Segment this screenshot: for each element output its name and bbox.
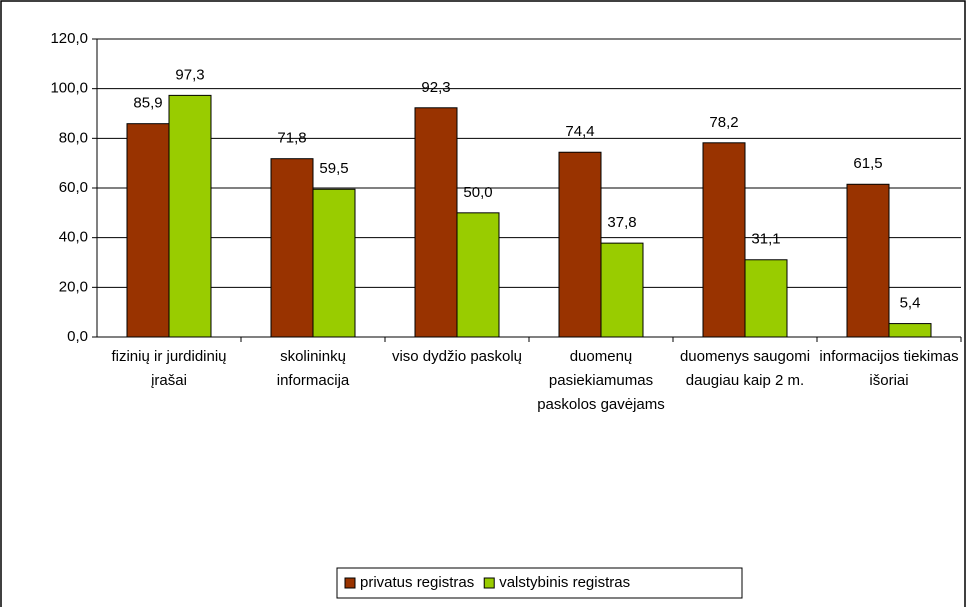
bar <box>558 151 602 338</box>
bar <box>168 94 212 338</box>
legend-swatch <box>483 577 495 589</box>
y-tick-label: 120,0 <box>50 30 88 47</box>
data-label: 31,1 <box>751 231 780 248</box>
bar <box>312 188 356 338</box>
y-tick-label: 0,0 <box>67 328 88 345</box>
data-label: 50,0 <box>463 184 492 201</box>
data-label: 71,8 <box>277 130 306 147</box>
bar <box>600 242 644 338</box>
bar <box>270 158 314 338</box>
x-tick-label: duomenys saugomi daugiau kaip 2 m. <box>679 348 811 389</box>
legend-label: valstybinis registras <box>499 574 630 591</box>
legend-box <box>336 567 743 599</box>
bar <box>846 183 890 338</box>
x-tick-label: viso dydžio paskolų <box>391 348 523 365</box>
bar <box>888 323 932 338</box>
legend-swatch <box>344 577 356 589</box>
y-tick-label: 100,0 <box>50 80 88 97</box>
bar <box>744 259 788 338</box>
bar <box>126 123 170 338</box>
bar <box>414 107 458 338</box>
x-tick-label: informacijos tiekimas išoriai <box>819 348 959 389</box>
data-label: 97,3 <box>175 66 204 83</box>
y-tick-label: 60,0 <box>59 179 88 196</box>
bar <box>456 212 500 338</box>
y-tick-label: 80,0 <box>59 129 88 146</box>
y-tick-label: 20,0 <box>59 278 88 295</box>
data-label: 37,8 <box>607 214 636 231</box>
bar <box>702 142 746 338</box>
x-tick-label: duomenų pasiekiamumas paskolos gavėjams <box>537 348 665 413</box>
data-label: 5,4 <box>900 295 921 312</box>
data-label: 59,5 <box>319 160 348 177</box>
x-tick-label: fizinių ir jurdidinių įrašai <box>111 348 227 389</box>
y-tick-label: 40,0 <box>59 229 88 246</box>
data-label: 74,4 <box>565 123 594 140</box>
x-tick-label: skolininkų informacija <box>276 348 350 389</box>
data-label: 92,3 <box>421 79 450 96</box>
data-label: 85,9 <box>133 95 162 112</box>
legend-label: privatus registras <box>360 574 474 591</box>
data-label: 61,5 <box>853 155 882 172</box>
data-label: 78,2 <box>709 114 738 131</box>
